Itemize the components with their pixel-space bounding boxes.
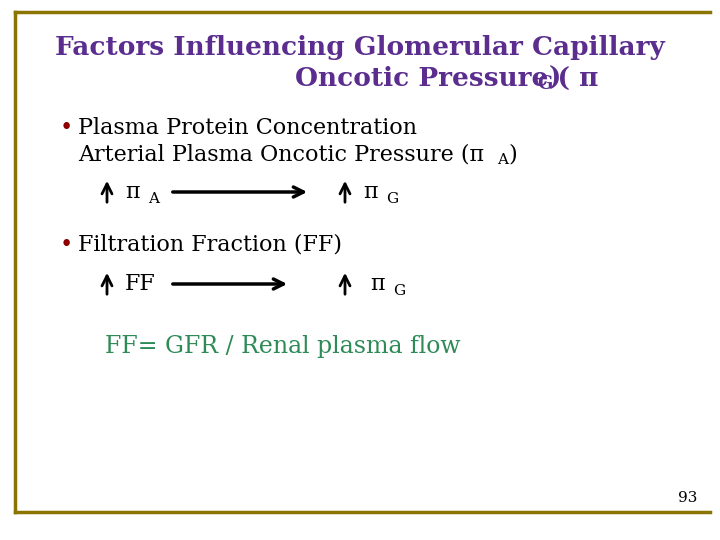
Text: G: G: [537, 75, 552, 93]
Text: Filtration Fraction (FF): Filtration Fraction (FF): [78, 234, 342, 256]
Text: Plasma Protein Concentration: Plasma Protein Concentration: [78, 117, 417, 139]
Text: π: π: [125, 181, 140, 203]
Text: π: π: [370, 273, 384, 295]
Text: 93: 93: [678, 491, 697, 505]
Text: π: π: [363, 181, 377, 203]
Text: •: •: [60, 117, 73, 139]
Text: FF= GFR / Renal plasma flow: FF= GFR / Renal plasma flow: [105, 335, 461, 359]
Text: Factors Influencing Glomerular Capillary: Factors Influencing Glomerular Capillary: [55, 36, 665, 60]
Text: ): ): [508, 143, 517, 165]
Text: •: •: [60, 234, 73, 256]
Text: ): ): [549, 65, 562, 91]
Text: G: G: [386, 192, 398, 206]
Text: Arterial Plasma Oncotic Pressure (π: Arterial Plasma Oncotic Pressure (π: [78, 143, 484, 165]
Text: A: A: [148, 192, 159, 206]
Text: Oncotic Pressure ( π: Oncotic Pressure ( π: [295, 65, 598, 91]
Text: G: G: [393, 284, 405, 298]
Text: A: A: [497, 153, 508, 167]
Text: FF: FF: [125, 273, 156, 295]
